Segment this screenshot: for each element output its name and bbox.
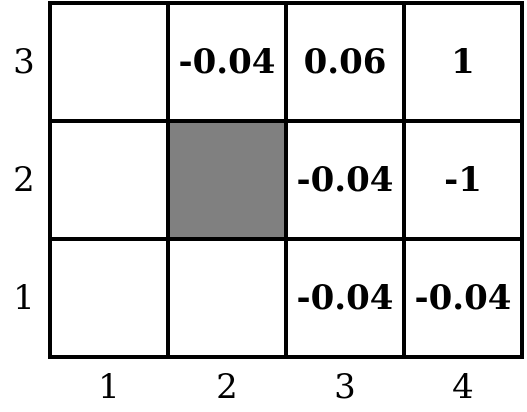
cell-value: -1 <box>444 160 482 200</box>
cell-value: 0.06 <box>304 42 387 82</box>
blocked-cell <box>166 119 288 241</box>
cell-value: -0.04 <box>179 42 276 82</box>
grid-cell <box>48 237 170 359</box>
row-label: 1 <box>13 278 35 318</box>
axis-labels: 3 2 1 1 2 3 4 <box>13 42 474 407</box>
grid-cells: -0.04 0.06 1 -0.04 -1 -0.04 -0.04 <box>48 1 524 359</box>
column-label: 1 <box>98 367 120 407</box>
cell-value: -0.04 <box>415 278 512 318</box>
cell-value: -0.04 <box>297 278 394 318</box>
cell-value: 1 <box>451 42 475 82</box>
grid-cell <box>48 119 170 241</box>
column-label: 3 <box>334 367 356 407</box>
cell-value: -0.04 <box>297 160 394 200</box>
grid-cell <box>48 1 170 123</box>
column-label: 4 <box>452 367 474 407</box>
row-label: 3 <box>13 42 35 82</box>
row-label: 2 <box>13 160 35 200</box>
grid-cell <box>166 1 288 123</box>
grid-cell <box>284 237 406 359</box>
grid-cell <box>166 237 288 359</box>
column-label: 2 <box>216 367 238 407</box>
grid-cell <box>402 237 524 359</box>
